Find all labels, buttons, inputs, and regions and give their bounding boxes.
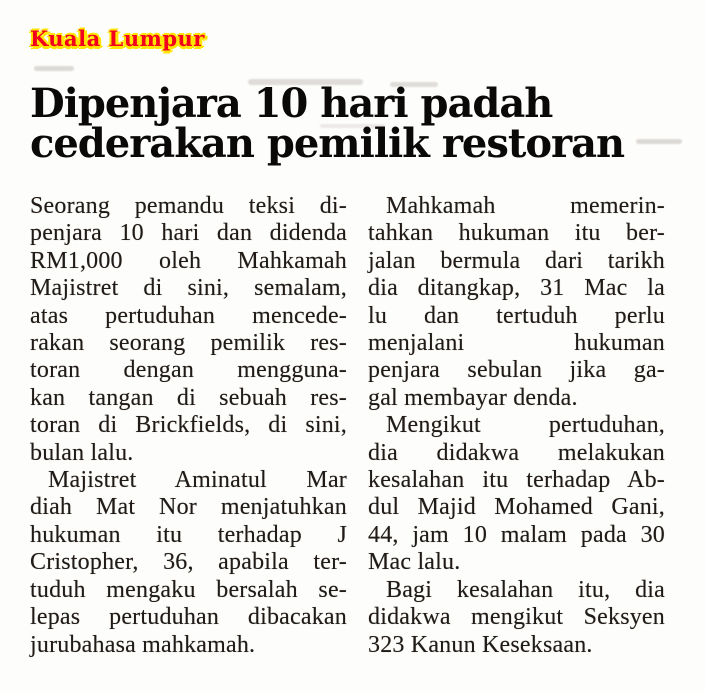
scan-smudge — [34, 66, 74, 71]
body-line: kan tangan di sebuah res- — [30, 384, 347, 411]
body-line: lu dan tertuduh perlu — [368, 302, 665, 329]
paragraph-3: Mahkamah memerin- tahkan hukuman itu ber… — [368, 193, 665, 412]
scan-smudge — [320, 124, 385, 128]
body-line: Mengikut pertuduhan, — [386, 412, 665, 439]
body-line: Majistret di sini, semalam, — [30, 275, 347, 302]
body-line: atas pertuduhan mencede- — [30, 302, 347, 329]
body-line: Seorang pemandu teksi di- — [30, 193, 347, 219]
body-line: 323 Kanun Keseksaan. — [368, 631, 593, 658]
body-line: penjara 10 hari dan didenda — [30, 220, 347, 247]
body-line: penjara sebulan jika ga- — [368, 357, 665, 384]
scan-smudge — [636, 139, 682, 144]
body-line: menjalani hukuman — [368, 330, 665, 357]
body-line: Bagi kesalahan itu, dia — [386, 576, 665, 603]
body-line: 44, jam 10 malam pada 30 — [368, 521, 665, 548]
body-line: rakan seorang pemilik res- — [30, 330, 347, 357]
body-line: gal membayar denda. — [368, 384, 578, 411]
body-line: didakwa mengikut Seksyen — [368, 604, 665, 631]
body-line: toran di Brickfields, di sini, — [30, 412, 347, 439]
body-line: bulan lalu. — [30, 439, 134, 466]
body-line: dia didakwa melakukan — [368, 439, 665, 466]
body-line: Mahkamah memerin- — [386, 193, 665, 219]
body-line: tuduh mengaku bersalah se- — [30, 576, 347, 603]
paragraph-5: Bagi kesalahan itu, dia didakwa mengikut… — [368, 577, 665, 659]
body-line: diah Mat Nor menjatuhkan — [30, 494, 347, 521]
body-line: Majistret Aminatul Mar — [48, 467, 347, 494]
paragraph-4: Mengikut pertuduhan, dia didakwa melakuk… — [368, 412, 665, 576]
headline-line-1: Dipenjara 10 hari padah — [30, 80, 553, 127]
scan-smudge — [390, 82, 438, 87]
body-line: jurubahasa mahkamah. — [30, 631, 256, 658]
paragraph-1: Seorang pemandu teksi di- penjara 10 har… — [30, 193, 347, 467]
dateline-kicker: Kuala Lumpur — [30, 26, 205, 51]
headline-line-2: cederakan pemilik restoran — [30, 120, 625, 167]
scan-smudge — [248, 79, 363, 85]
article-column-right: Mahkamah memerin- tahkan hukuman itu ber… — [368, 193, 665, 659]
body-line: kesalahan itu terhadap Ab- — [368, 467, 665, 494]
body-line: tahkan hukuman itu ber- — [368, 220, 665, 247]
article-column-left: Seorang pemandu teksi di- penjara 10 har… — [30, 193, 347, 659]
body-line: dia ditangkap, 31 Mac la — [368, 275, 665, 302]
headline: Dipenjara 10 hari padah cederakan pemili… — [30, 80, 625, 167]
body-line: lepas pertuduhan dibacakan — [30, 604, 347, 631]
body-line: jalan bermula dari tarikh — [368, 247, 665, 274]
body-line: dul Majid Mohamed Gani, — [368, 494, 665, 521]
body-line: hukuman itu terhadap J — [30, 521, 347, 548]
paragraph-2: Majistret Aminatul Mar diah Mat Nor menj… — [30, 467, 347, 659]
body-line: toran dengan mengguna- — [30, 357, 347, 384]
body-line: Mac lalu. — [368, 549, 461, 576]
body-line: Cristopher, 36, apabila ter- — [30, 549, 347, 576]
body-line: RM1,000 oleh Mahkamah — [30, 247, 347, 274]
